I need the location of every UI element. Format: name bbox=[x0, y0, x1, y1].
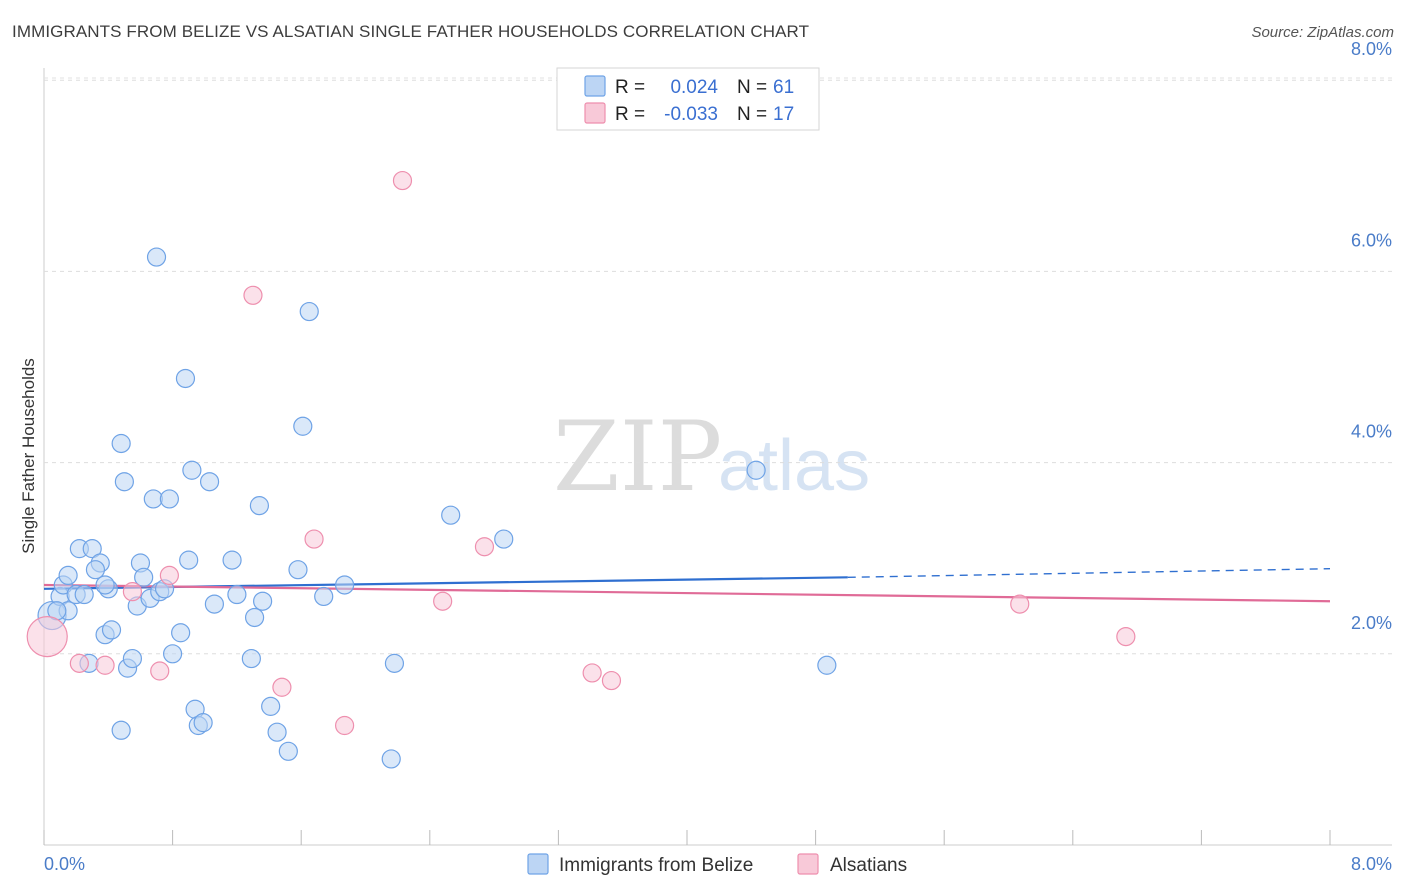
series-legend-swatch-belize bbox=[527, 853, 549, 875]
trend-line-belize-extension bbox=[847, 568, 1331, 579]
data-point-belize bbox=[227, 584, 247, 605]
legend-swatch-belize bbox=[584, 75, 606, 97]
data-point-belize bbox=[111, 720, 131, 740]
y-tick-label: 8.0% bbox=[1351, 39, 1392, 59]
series-belize-points bbox=[37, 247, 837, 769]
legend-r-value-belize: 0.024 bbox=[670, 77, 718, 98]
data-point-belize bbox=[253, 591, 273, 611]
legend-n-value-belize: 61 bbox=[773, 77, 794, 98]
chart-title: IMMIGRANTS FROM BELIZE VS ALSATIAN SINGL… bbox=[12, 22, 810, 41]
data-point-belize bbox=[222, 550, 242, 570]
gridlines bbox=[44, 77, 1392, 655]
data-point-belize bbox=[101, 620, 122, 640]
data-point-belize bbox=[746, 460, 766, 480]
data-point-belize bbox=[182, 460, 202, 480]
watermark-atlas: atlas bbox=[718, 426, 870, 506]
data-point-belize bbox=[111, 433, 131, 454]
series-legend-swatch-alsatians bbox=[797, 853, 819, 875]
trend-lines bbox=[43, 568, 1331, 603]
data-point-belize bbox=[241, 648, 261, 669]
y-tick-labels: 2.0% 4.0% 6.0% 8.0% bbox=[1351, 39, 1392, 633]
data-point-belize bbox=[199, 472, 220, 492]
data-point-belize bbox=[193, 713, 213, 733]
data-point-belize bbox=[267, 722, 287, 742]
series-alsatians-points bbox=[26, 170, 1136, 736]
data-point-belize bbox=[244, 607, 265, 628]
data-point-belize bbox=[74, 584, 94, 605]
data-point-belize bbox=[441, 505, 461, 525]
x-tick-label-max: 8.0% bbox=[1351, 854, 1392, 874]
legend-r-label-alsatians: R = bbox=[615, 104, 645, 125]
data-point-alsatians bbox=[304, 529, 324, 549]
x-tick-label-min: 0.0% bbox=[44, 854, 85, 874]
data-point-belize bbox=[122, 648, 143, 669]
legend-swatch-alsatians bbox=[584, 102, 606, 124]
data-point-belize bbox=[159, 489, 179, 509]
legend-r-label-belize: R = bbox=[615, 77, 645, 98]
data-point-belize bbox=[171, 623, 191, 643]
data-point-belize bbox=[817, 655, 837, 675]
data-point-belize bbox=[95, 575, 115, 595]
data-point-alsatians bbox=[243, 285, 263, 305]
data-point-belize bbox=[82, 539, 102, 559]
data-point-belize bbox=[249, 496, 270, 516]
data-point-alsatians bbox=[601, 670, 622, 691]
correlation-legend: R = 0.024 N = 61 R = -0.033 N = 17 bbox=[556, 67, 820, 131]
data-point-belize bbox=[179, 550, 199, 570]
x-ticks bbox=[43, 830, 1331, 845]
data-point-alsatians bbox=[1010, 594, 1030, 614]
data-point-alsatians bbox=[474, 537, 495, 557]
legend-n-label-alsatians: N = bbox=[737, 104, 767, 125]
data-point-alsatians bbox=[335, 715, 355, 736]
data-point-belize bbox=[494, 529, 514, 549]
data-point-belize bbox=[175, 368, 196, 389]
data-point-alsatians bbox=[26, 615, 68, 658]
data-point-alsatians bbox=[433, 591, 453, 611]
data-point-alsatians bbox=[582, 663, 602, 683]
source-credit: Source: ZipAtlas.com bbox=[1251, 24, 1394, 41]
data-point-belize bbox=[384, 653, 405, 673]
series-legend: Immigrants from Belize Alsatians bbox=[527, 853, 907, 876]
legend-r-value-alsatians: -0.033 bbox=[664, 104, 718, 125]
data-point-alsatians bbox=[69, 653, 89, 673]
y-axis-label: Single Father Households bbox=[19, 358, 38, 554]
data-point-alsatians bbox=[392, 170, 413, 191]
data-point-belize bbox=[261, 696, 281, 716]
data-point-belize bbox=[146, 247, 167, 267]
data-point-belize bbox=[293, 416, 313, 436]
data-point-belize bbox=[58, 565, 78, 586]
data-point-belize bbox=[299, 301, 319, 322]
legend-n-label-belize: N = bbox=[737, 77, 767, 98]
watermark-zip: ZIP bbox=[553, 401, 722, 513]
data-point-belize bbox=[114, 472, 134, 492]
data-point-alsatians bbox=[122, 582, 143, 602]
data-point-belize bbox=[335, 575, 355, 595]
data-point-belize bbox=[288, 560, 308, 580]
data-point-belize bbox=[143, 489, 163, 509]
data-point-alsatians bbox=[272, 677, 292, 697]
y-tick-label: 6.0% bbox=[1351, 230, 1392, 250]
trend-line-alsatians bbox=[43, 583, 1331, 603]
data-point-belize bbox=[381, 749, 401, 769]
data-point-alsatians bbox=[159, 565, 179, 586]
data-point-alsatians bbox=[150, 661, 170, 681]
data-point-alsatians bbox=[95, 655, 115, 675]
data-point-belize bbox=[85, 560, 106, 580]
series-legend-label-alsatians: Alsatians bbox=[830, 855, 907, 876]
data-point-belize bbox=[204, 594, 224, 614]
data-point-belize bbox=[134, 567, 154, 587]
y-tick-label: 2.0% bbox=[1351, 613, 1392, 633]
y-tick-label: 4.0% bbox=[1351, 422, 1392, 442]
data-point-alsatians bbox=[1116, 626, 1136, 647]
data-point-belize bbox=[314, 586, 334, 607]
legend-n-value-alsatians: 17 bbox=[773, 104, 794, 125]
data-point-belize bbox=[278, 741, 298, 761]
series-legend-label-belize: Immigrants from Belize bbox=[559, 855, 753, 876]
data-point-belize bbox=[163, 644, 183, 664]
